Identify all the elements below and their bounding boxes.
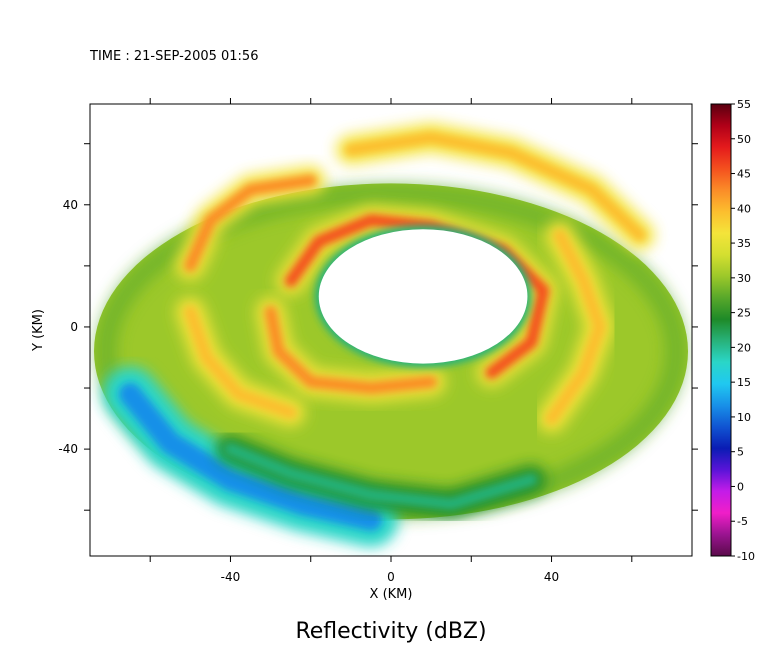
colorbar-tick-label: 55 [737,98,751,111]
rainband-core [545,229,606,425]
colorbar-tick-label: 50 [737,133,751,146]
colorbar-tick-label: -10 [737,550,755,563]
chart-title: Reflectivity (dBZ) [295,619,486,644]
colorbar-tick-label: 10 [737,411,751,424]
y-axis-label: Y (KM) [31,309,46,352]
x-axis-label: X (KM) [370,587,413,602]
colorbar-tick-label: 20 [737,341,751,354]
colorbar-frame [710,103,732,557]
x-tick-label: 0 [387,570,395,584]
rainband-core [184,174,317,272]
rainband-core [224,443,538,511]
colorbar-tick-label: 25 [737,307,751,320]
time-label: TIME : 21-SEP-2005 01:56 [89,49,258,64]
axis-ticks: -40 0 40 40 0 -40 [58,98,698,584]
reflectivity-field [94,122,688,547]
rainband-core [184,305,297,419]
eye [318,229,528,364]
colorbar-tick-label: 30 [737,272,751,285]
weak-echo-region [119,383,382,531]
colorbar-gradient [711,104,731,556]
rainband-core [344,131,646,242]
y-tick-label: 40 [63,198,78,212]
y-tick-label: 0 [70,320,78,334]
colorbar-tick-label: 45 [737,168,751,181]
y-tick-label: -40 [58,442,78,456]
rainband-core [264,305,438,394]
plot-area: -40 0 40 40 0 -40 [58,98,698,584]
colorbar-tick-label: 5 [737,446,744,459]
colorbar-tick-label: 35 [737,237,751,250]
colorbar-tick-label: 40 [737,202,751,215]
colorbar-tick-label: 0 [737,480,744,493]
x-tick-label: -40 [221,570,241,584]
x-tick-label: 40 [544,570,559,584]
colorbar-tick-label: 15 [737,376,751,389]
colorbar-tick-label: -5 [737,515,748,528]
